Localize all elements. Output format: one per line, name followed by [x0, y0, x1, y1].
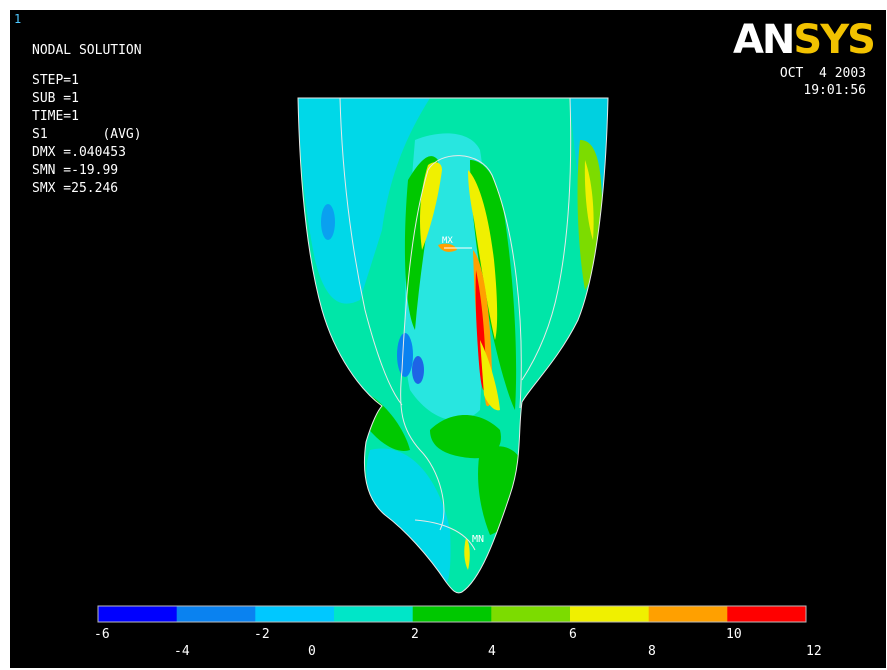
legend-tick-upper: 6 — [569, 627, 577, 642]
stress-contour-plot: MX MN — [297, 97, 609, 594]
legend-tick-upper: 10 — [726, 627, 742, 642]
legend-tick-lower: 12 — [806, 644, 822, 659]
legend-color-cell — [412, 606, 492, 622]
legend-tick-lower: 0 — [308, 644, 316, 659]
min-marker: MN — [472, 534, 484, 545]
legend-color-cell — [334, 606, 414, 622]
legend-tick-upper: -2 — [254, 627, 270, 642]
info-line-step: STEP=1 — [32, 73, 79, 88]
legend-tick-upper: 2 — [411, 627, 419, 642]
max-marker: MX — [442, 236, 453, 246]
legend-color-cell — [491, 606, 571, 622]
info-line-smx: SMX =25.246 — [32, 181, 119, 196]
datetime-stamp: OCT 4 2003 19:01:56 — [780, 65, 866, 99]
legend-tick-lower: 8 — [648, 644, 656, 659]
info-line-sub: SUB =1 — [32, 91, 79, 106]
time-text: 19:01:56 — [803, 83, 866, 98]
legend-color-cell — [255, 606, 335, 622]
ansys-logo: ANSYS — [732, 17, 876, 63]
legend-tick-lower: 4 — [488, 644, 496, 659]
legend-border — [97, 605, 807, 623]
info-line-time: TIME=1 — [32, 109, 79, 124]
legend-tick-upper: -6 — [94, 627, 110, 642]
graphics-window: 1 NODAL SOLUTION STEP=1 SUB =1 TIME=1 S1… — [10, 10, 886, 668]
legend-tick-lower: -4 — [174, 644, 190, 659]
legend-color-cell — [570, 606, 650, 622]
info-line-result: S1 (AVG) — [32, 127, 142, 142]
legend-bar — [97, 605, 807, 623]
info-title: NODAL SOLUTION — [32, 43, 142, 58]
legend-color-cell — [176, 606, 256, 622]
date-text: OCT 4 2003 — [779, 66, 866, 81]
legend-color-cell — [727, 606, 807, 622]
window-number: 1 — [14, 12, 22, 26]
info-line-smn: SMN =-19.99 — [32, 163, 119, 178]
legend-color-cell — [648, 606, 728, 622]
legend-color-cell — [98, 606, 178, 622]
info-line-dmx: DMX =.040453 — [32, 145, 126, 160]
